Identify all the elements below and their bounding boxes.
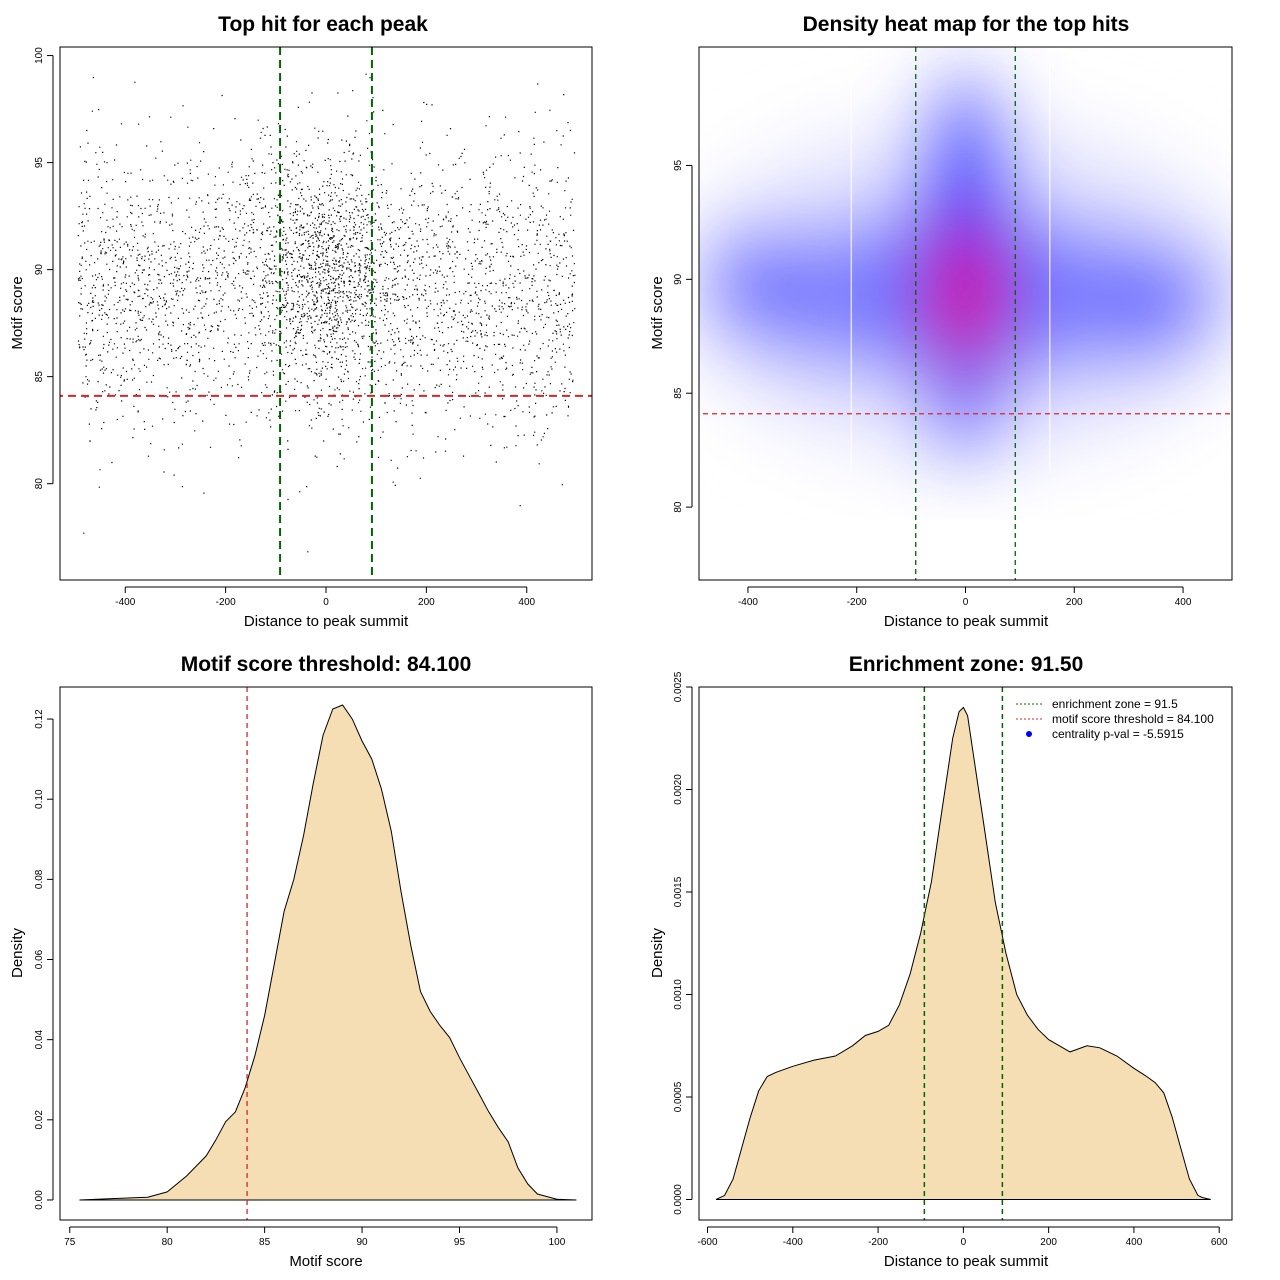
scatter-x-axis-label: Distance to peak summit <box>244 613 409 630</box>
heatmap-panel: Density heat map for the top hits Distan… <box>649 13 1233 630</box>
x-tick-label: 400 <box>518 597 535 608</box>
x-tick-label: 0 <box>961 1237 967 1248</box>
heatmap-title: Density heat map for the top hits <box>803 13 1130 36</box>
y-tick-label: 0.10 <box>34 789 45 809</box>
x-tick-label: -400 <box>783 1237 803 1248</box>
enrichment-zone-lines <box>923 687 1004 1220</box>
y-tick-label: 0.00 <box>34 1190 45 1210</box>
heatmap-bin-borders <box>850 47 1051 473</box>
x-tick-label: 75 <box>64 1237 76 1248</box>
x-tick-label: 95 <box>454 1237 466 1248</box>
x-tick-label: 0 <box>323 597 329 608</box>
x-tick-label: -200 <box>216 597 236 608</box>
score-density-panel: Motif score threshold: 84.100 Motif scor… <box>9 653 593 1270</box>
y-tick-label: 90 <box>673 273 684 285</box>
y-tick-label: 90 <box>34 264 45 276</box>
y-tick-label: 0.0000 <box>673 1184 684 1215</box>
score-density-curve <box>79 704 577 1201</box>
x-tick-label: 200 <box>418 597 435 608</box>
heatmap-reference-lines <box>699 47 1232 580</box>
heatmap-axes: -400 -200 0 200 400 80 85 90 95 <box>673 159 1192 608</box>
density-peak-low <box>1117 263 1194 364</box>
y-tick-label: 0.02 <box>34 1110 45 1130</box>
x-tick-label: 100 <box>549 1237 566 1248</box>
y-tick-label: 80 <box>34 478 45 490</box>
x-tick-label: 200 <box>1040 1237 1057 1248</box>
x-tick-label: -200 <box>868 1237 888 1248</box>
distance-density-title: Enrichment zone: 91.50 <box>849 653 1084 676</box>
heatmap-plot-frame <box>698 46 1233 581</box>
density-peak-core <box>939 222 992 369</box>
legend-label-enrichment-zone: enrichment zone = 91.5 <box>1052 697 1178 711</box>
heatmap-x-axis-label: Distance to peak summit <box>884 613 1049 630</box>
scatter-points <box>77 73 576 553</box>
score-density-title: Motif score threshold: 84.100 <box>181 653 472 676</box>
y-tick-label: 100 <box>34 47 45 64</box>
score-density-plot-frame <box>59 686 593 1221</box>
scatter-title: Top hit for each peak <box>218 13 428 36</box>
x-tick-label: -200 <box>847 597 867 608</box>
x-tick-label: 90 <box>356 1237 368 1248</box>
y-tick-label: 85 <box>34 371 45 383</box>
y-tick-label: 0.0015 <box>673 876 684 907</box>
distance-density-plot-frame <box>698 686 1233 1221</box>
scatter-point-cloud <box>77 73 576 553</box>
distance-density-x-axis-label: Distance to peak summit <box>884 1253 1049 1270</box>
distance-density-axes: -600 -400 -200 0 200 400 600 0.0000 0.0005 0.0010… <box>673 671 1228 1248</box>
y-tick-label: 0.12 <box>34 709 45 729</box>
y-tick-label: 0.0005 <box>673 1081 684 1112</box>
y-tick-label: 0.08 <box>34 869 45 889</box>
distance-density-panel: Enrichment zone: 91.50 Distance to peak … <box>649 653 1233 1270</box>
y-tick-label: 0.04 <box>34 1029 45 1049</box>
legend-swatch-centrality <box>1026 731 1032 737</box>
x-tick-label: 200 <box>1066 597 1083 608</box>
x-tick-label: 400 <box>1126 1237 1143 1248</box>
x-tick-label: 600 <box>1211 1237 1228 1248</box>
y-tick-label: 0.0010 <box>673 979 684 1010</box>
legend-label-motif-threshold: motif score threshold = 84.100 <box>1052 712 1214 726</box>
score-density-axes: 75 80 85 90 95 100 0.00 0.02 0.04 0.06 0.08 0.10 0.1… <box>34 709 566 1248</box>
y-tick-label: 0.0025 <box>673 671 684 702</box>
y-tick-label: 0.0020 <box>673 774 684 805</box>
score-density-x-axis-label: Motif score <box>289 1253 362 1270</box>
y-tick-label: 0.06 <box>34 949 45 969</box>
distance-density-y-axis-label: Density <box>649 927 666 978</box>
heatmap-density-blobs <box>699 74 1232 462</box>
scatter-axes: -400 -200 0 200 400 80 85 90 95 100 <box>34 47 536 608</box>
x-tick-label: -400 <box>738 597 758 608</box>
y-tick-label: 80 <box>673 501 684 513</box>
density-peak-low <box>709 229 787 330</box>
x-tick-label: 400 <box>1175 597 1192 608</box>
heatmap-y-axis-label: Motif score <box>649 276 666 349</box>
scatter-panel: Top hit for each peak Distance to peak s… <box>9 13 593 630</box>
x-tick-label: 80 <box>162 1237 174 1248</box>
x-tick-label: -400 <box>115 597 135 608</box>
y-tick-label: 95 <box>34 157 45 169</box>
score-density-y-axis-label: Density <box>9 927 26 978</box>
legend: enrichment zone = 91.5 motif score thres… <box>1016 697 1214 741</box>
y-tick-label: 95 <box>673 159 684 171</box>
scatter-y-axis-label: Motif score <box>9 276 26 349</box>
scatter-reference-lines <box>60 47 592 580</box>
scatter-plot-frame <box>59 46 593 581</box>
x-tick-label: 85 <box>259 1237 271 1248</box>
x-tick-label: 0 <box>963 597 969 608</box>
distance-density-curve <box>715 706 1211 1200</box>
x-tick-label: -600 <box>698 1237 718 1248</box>
y-tick-label: 85 <box>673 387 684 399</box>
legend-label-centrality: centrality p-val = -5.5915 <box>1052 727 1184 741</box>
